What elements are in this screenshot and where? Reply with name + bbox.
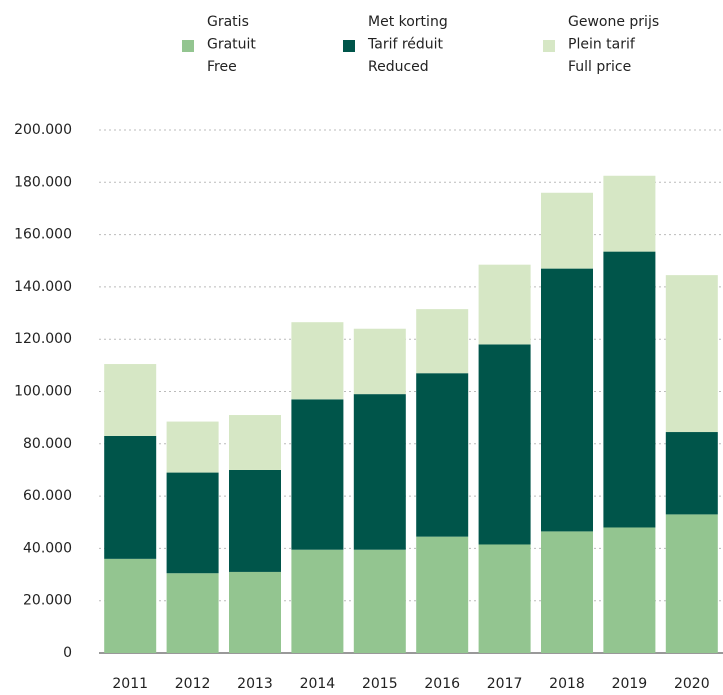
y-tick-label: 200.000 xyxy=(14,122,72,138)
legend-label: Free xyxy=(207,59,237,75)
bar-segment xyxy=(665,432,718,515)
legend-label: Plein tarif xyxy=(568,37,636,53)
bar-segment xyxy=(478,344,531,545)
x-tick-label: 2012 xyxy=(175,676,211,692)
bar-segment xyxy=(603,175,656,252)
y-tick-label: 80.000 xyxy=(23,436,72,452)
y-tick-label: 180.000 xyxy=(14,174,72,190)
bar-segment xyxy=(291,322,344,400)
legend-label: Gratis xyxy=(207,14,249,30)
legend-label: Reduced xyxy=(368,59,429,75)
bar-segment xyxy=(665,275,718,433)
x-tick-label: 2020 xyxy=(674,676,710,692)
x-tick-label: 2016 xyxy=(424,676,460,692)
bar-segment xyxy=(166,472,219,574)
y-tick-label: 40.000 xyxy=(23,540,72,556)
y-tick-label: 120.000 xyxy=(14,331,72,347)
legend-label: Met korting xyxy=(368,14,448,30)
x-tick-label: 2014 xyxy=(300,676,336,692)
legend-label: Gewone prijs xyxy=(568,14,659,30)
bar-segment xyxy=(541,192,593,269)
y-tick-label: 140.000 xyxy=(14,279,72,295)
y-tick-label: 60.000 xyxy=(23,488,72,504)
bar-segment xyxy=(541,268,593,532)
bar-segment xyxy=(416,536,469,653)
bar-segment xyxy=(104,435,157,559)
legend-label: Full price xyxy=(568,59,631,75)
y-tick-label: 0 xyxy=(63,645,72,661)
y-tick-label: 20.000 xyxy=(23,593,72,609)
bar-segment xyxy=(416,309,469,374)
bar-segment xyxy=(353,328,406,395)
legend-swatch xyxy=(182,40,194,52)
x-tick-label: 2018 xyxy=(549,676,585,692)
bar-segment xyxy=(291,549,344,653)
legend-label: Gratuit xyxy=(207,37,256,53)
x-tick-label: 2013 xyxy=(237,676,273,692)
bar-segment xyxy=(665,514,718,653)
bar-segment xyxy=(478,544,531,653)
bar-segment xyxy=(353,394,406,550)
y-tick-label: 100.000 xyxy=(14,384,72,400)
bar-segment xyxy=(603,251,656,528)
legend-swatch xyxy=(543,40,555,52)
bar-segment xyxy=(416,373,469,537)
bar-segment xyxy=(603,527,656,653)
bar-segment xyxy=(291,399,344,550)
x-tick-label: 2011 xyxy=(112,676,148,692)
bar-segment xyxy=(541,531,593,653)
bar-segment xyxy=(166,573,219,653)
legend-swatch xyxy=(343,40,355,52)
bar-segment xyxy=(229,469,281,572)
bar-segment xyxy=(104,364,157,436)
x-tick-label: 2017 xyxy=(487,676,523,692)
x-tick-label: 2015 xyxy=(362,676,398,692)
bar-segment xyxy=(229,571,281,653)
bar-segment xyxy=(478,264,531,345)
legend-label: Tarif réduit xyxy=(367,37,444,53)
bar-segment xyxy=(353,549,406,653)
bar-segment xyxy=(229,415,281,470)
bar-segment xyxy=(166,421,219,473)
y-tick-label: 160.000 xyxy=(14,227,72,243)
bar-segment xyxy=(104,558,157,653)
x-tick-label: 2019 xyxy=(612,676,648,692)
